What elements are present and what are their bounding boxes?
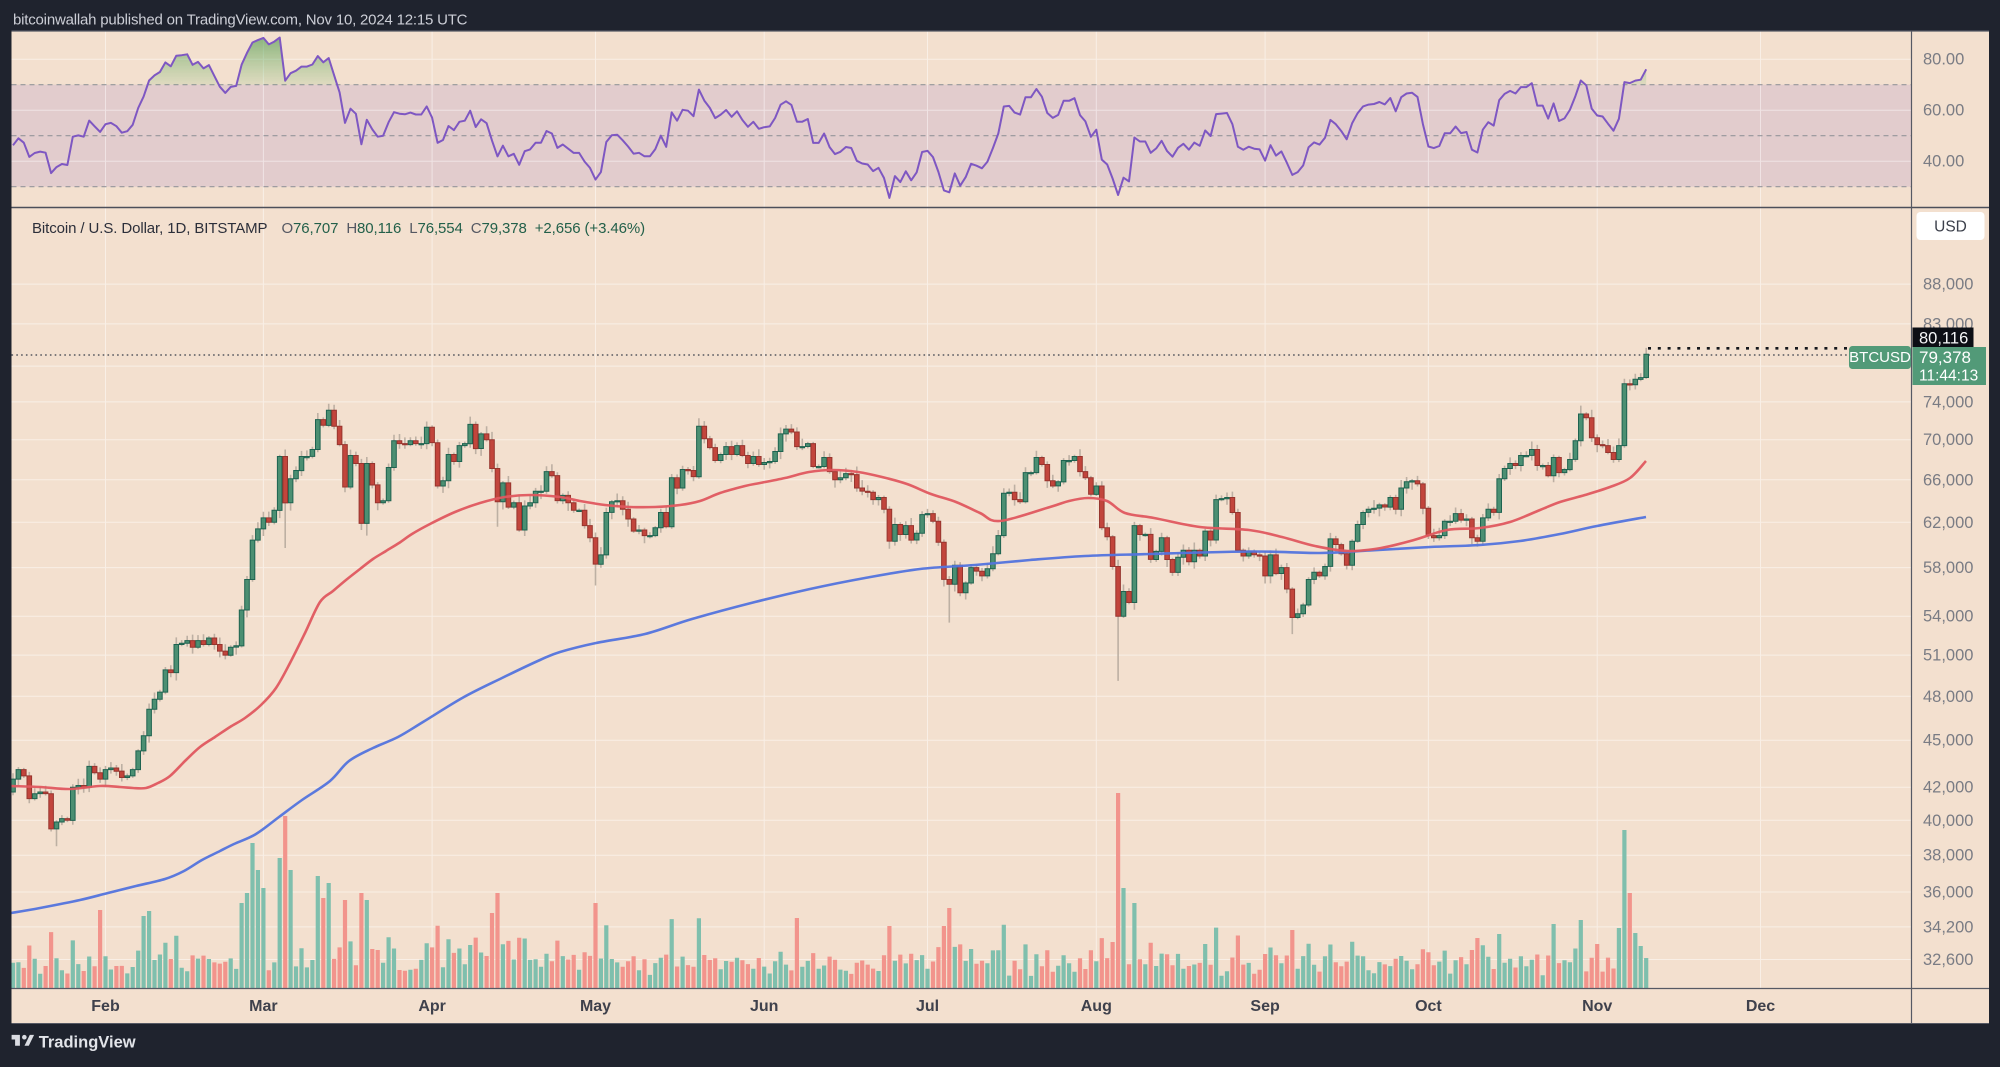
svg-text:54,000: 54,000: [1923, 608, 1973, 626]
svg-text:88,000: 88,000: [1923, 276, 1973, 294]
svg-text:bitcoinwallah published on Tra: bitcoinwallah published on TradingView.c…: [13, 12, 468, 29]
svg-text:Bitcoin / U.S. Dollar, 1D, BIT: Bitcoin / U.S. Dollar, 1D, BITSTAMP O76,7…: [32, 220, 645, 237]
svg-text:Feb: Feb: [91, 998, 120, 1015]
svg-text:70,000: 70,000: [1923, 431, 1973, 449]
svg-text:Jun: Jun: [750, 998, 778, 1015]
svg-text:80.00: 80.00: [1923, 51, 1964, 69]
svg-text:66,000: 66,000: [1923, 471, 1973, 489]
svg-text:62,000: 62,000: [1923, 514, 1973, 532]
svg-text:Sep: Sep: [1250, 998, 1280, 1015]
svg-text:Jul: Jul: [916, 998, 939, 1015]
svg-text:51,000: 51,000: [1923, 647, 1973, 665]
svg-text:40.00: 40.00: [1923, 153, 1964, 171]
svg-text:Nov: Nov: [1582, 998, 1612, 1015]
svg-text:BTCUSD: BTCUSD: [1849, 349, 1911, 366]
svg-text:Mar: Mar: [249, 998, 277, 1015]
svg-text:36,000: 36,000: [1923, 884, 1973, 902]
svg-text:79,378: 79,378: [1919, 348, 1971, 367]
svg-text:Apr: Apr: [418, 998, 446, 1015]
svg-text:TradingView: TradingView: [39, 1034, 136, 1052]
svg-text:48,000: 48,000: [1923, 688, 1973, 706]
svg-text:32,600: 32,600: [1923, 951, 1973, 969]
svg-text:38,000: 38,000: [1923, 847, 1973, 865]
svg-text:45,000: 45,000: [1923, 732, 1973, 750]
svg-text:58,000: 58,000: [1923, 559, 1973, 577]
svg-text:Oct: Oct: [1415, 998, 1442, 1015]
svg-text:May: May: [580, 998, 611, 1015]
svg-text:74,000: 74,000: [1923, 393, 1973, 411]
svg-text:USD: USD: [1934, 219, 1967, 236]
svg-text:34,200: 34,200: [1923, 918, 1973, 936]
svg-text:80,116: 80,116: [1919, 330, 1968, 348]
svg-text:11:44:13: 11:44:13: [1919, 368, 1978, 385]
svg-text:42,000: 42,000: [1923, 779, 1973, 797]
svg-text:60.00: 60.00: [1923, 102, 1964, 120]
svg-text:Aug: Aug: [1081, 998, 1112, 1015]
svg-text:40,000: 40,000: [1923, 812, 1973, 830]
svg-text:Dec: Dec: [1746, 998, 1775, 1015]
